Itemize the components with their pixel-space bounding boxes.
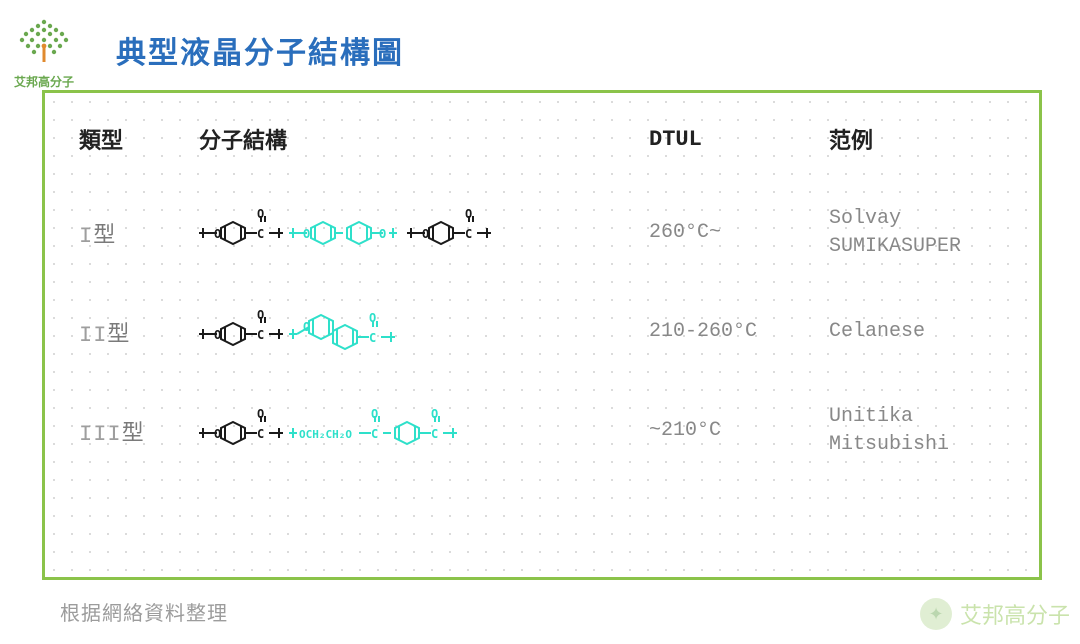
watermark: ✦ 艾邦高分子	[920, 598, 1070, 630]
logo-text: 艾邦高分子	[14, 73, 74, 90]
type-cell: III型	[79, 381, 199, 481]
structure-table: 類型 分子結構 DTUL 范例 I型	[79, 123, 1005, 481]
table-row: I型	[79, 183, 1005, 283]
molecule-diagram-icon: O C O	[199, 406, 599, 456]
svg-text:C: C	[257, 328, 264, 342]
molecule-diagram-icon: O C O	[199, 208, 629, 258]
svg-text:O: O	[422, 227, 429, 241]
example-cell: Unitika Mitsubishi	[829, 381, 1005, 481]
structure-cell: O C O	[199, 183, 649, 283]
svg-text:O: O	[303, 227, 310, 241]
structure-cell: O C O	[199, 283, 649, 381]
example-cell: Solvay SUMIKASUPER	[829, 183, 1005, 283]
dtul-cell: ~210°C	[649, 381, 829, 481]
svg-text:C: C	[257, 227, 264, 241]
svg-text:C: C	[257, 427, 264, 441]
footer-note: 根据網絡資料整理	[60, 597, 228, 626]
svg-text:O: O	[431, 407, 438, 421]
svg-text:O: O	[303, 320, 310, 334]
svg-text:O: O	[465, 208, 472, 221]
svg-text:O: O	[369, 311, 376, 325]
header-dtul: DTUL	[649, 123, 829, 183]
svg-text:O: O	[257, 407, 264, 421]
dtul-cell: 260°C~	[649, 183, 829, 283]
svg-text:C: C	[371, 427, 378, 441]
watermark-text: 艾邦高分子	[960, 598, 1070, 630]
header-type: 類型	[79, 123, 199, 183]
molecule-diagram-icon: O C O	[199, 305, 529, 359]
table-row: III型	[79, 381, 1005, 481]
wechat-icon: ✦	[920, 598, 952, 630]
structure-cell: O C O	[199, 381, 649, 481]
brand-logo: 艾邦高分子	[14, 18, 74, 90]
type-cell: II型	[79, 283, 199, 381]
dtul-cell: 210-260°C	[649, 283, 829, 381]
svg-text:C: C	[465, 227, 472, 241]
svg-text:C: C	[431, 427, 438, 441]
svg-text:O: O	[371, 407, 378, 421]
example-cell: Celanese	[829, 283, 1005, 381]
header-example: 范例	[829, 123, 1005, 183]
header-structure: 分子結構	[199, 123, 649, 183]
svg-text:O: O	[214, 427, 221, 441]
content-panel: 類型 分子結構 DTUL 范例 I型	[42, 90, 1042, 580]
svg-text:O: O	[214, 328, 221, 342]
logo-tree-icon	[16, 18, 72, 66]
svg-text:O: O	[379, 227, 386, 241]
svg-text:OCH₂CH₂O: OCH₂CH₂O	[299, 428, 352, 441]
svg-text:O: O	[214, 227, 221, 241]
svg-text:O: O	[257, 308, 264, 322]
type-cell: I型	[79, 183, 199, 283]
svg-text:C: C	[369, 331, 376, 345]
table-row: II型	[79, 283, 1005, 381]
svg-text:O: O	[257, 208, 264, 221]
page-title: 典型液晶分子結構圖	[116, 28, 404, 72]
